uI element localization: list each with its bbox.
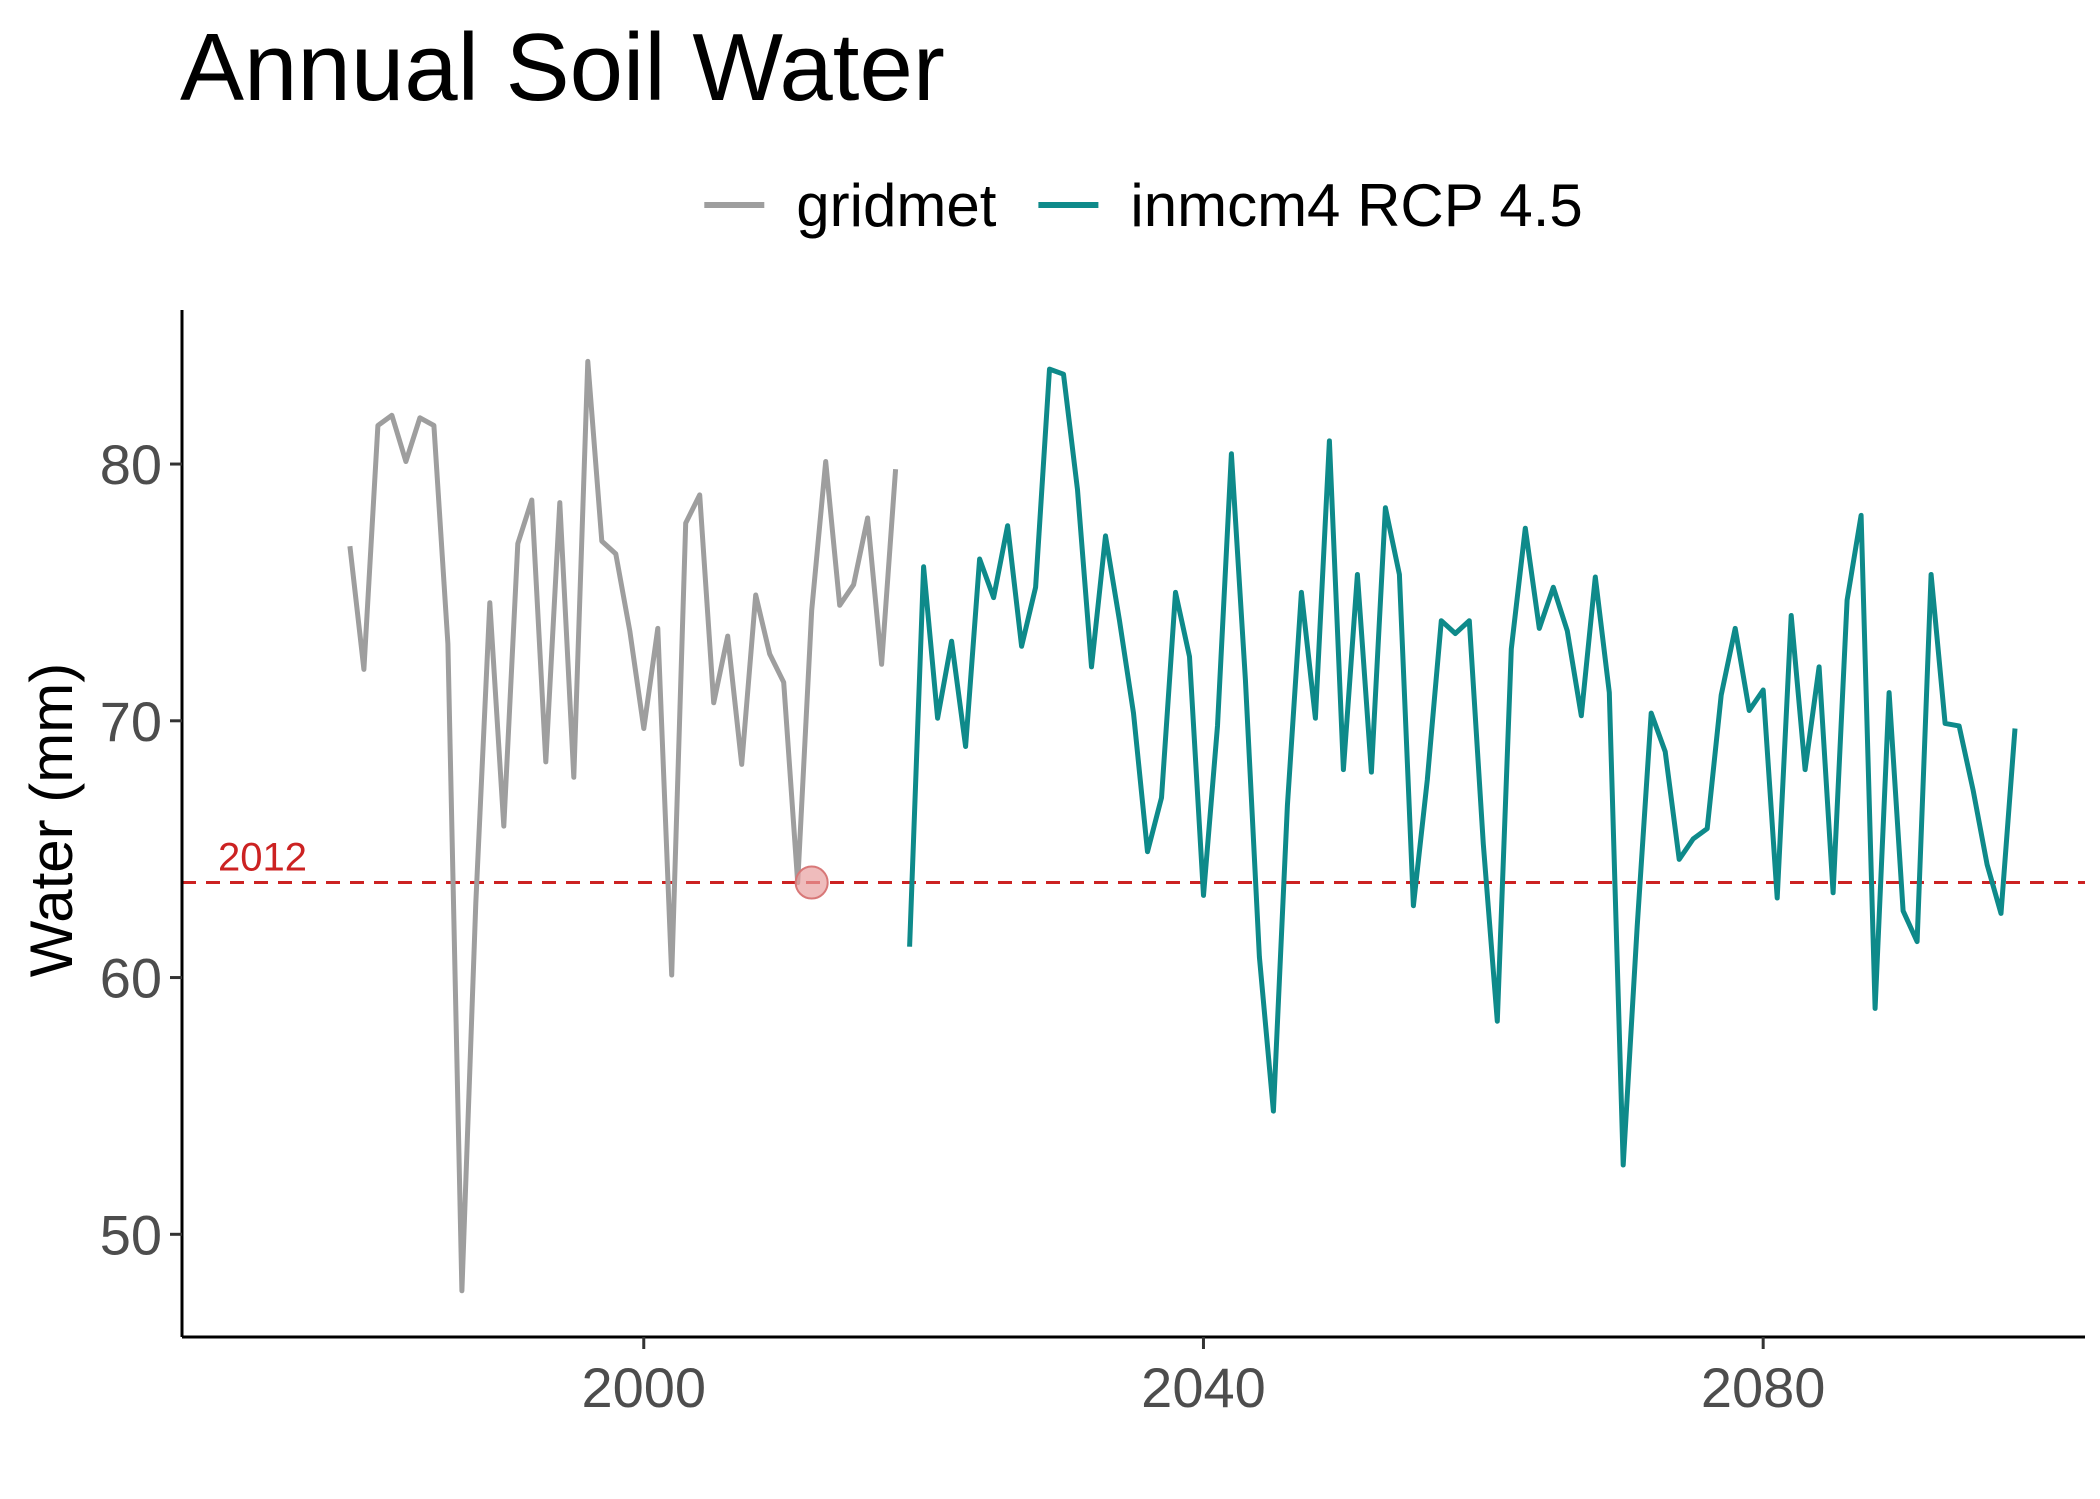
y-tick-label: 60 xyxy=(100,947,162,1010)
y-axis-title: Water (mm) xyxy=(18,663,85,977)
legend-label: gridmet xyxy=(796,172,996,239)
chart-title: Annual Soil Water xyxy=(180,14,945,121)
y-tick-label: 70 xyxy=(100,690,162,753)
x-tick-label: 2080 xyxy=(1701,1356,1826,1419)
legend: gridmet inmcm4 RCP 4.5 xyxy=(704,172,1583,239)
plot-area: 2012 xyxy=(182,358,2085,1294)
x-tick-label: 2040 xyxy=(1141,1356,1266,1419)
reference-line-label: 2012 xyxy=(218,836,307,880)
legend-item-gridmet: gridmet xyxy=(704,172,997,239)
series-line-inmcm4-rcp-4-5 xyxy=(907,366,2018,1168)
y-tick-label: 80 xyxy=(100,433,162,496)
y-tick-label: 50 xyxy=(100,1203,162,1266)
highlight-point xyxy=(794,865,829,900)
legend-item-inmcm4-rcp-4-5: inmcm4 RCP 4.5 xyxy=(1038,172,1583,239)
series-line-gridmet xyxy=(347,358,899,1294)
legend-label: inmcm4 RCP 4.5 xyxy=(1130,172,1582,239)
axes: 50 60 70 80 2000 2040 2080 xyxy=(100,310,2085,1419)
x-tick-label: 2000 xyxy=(581,1356,706,1419)
